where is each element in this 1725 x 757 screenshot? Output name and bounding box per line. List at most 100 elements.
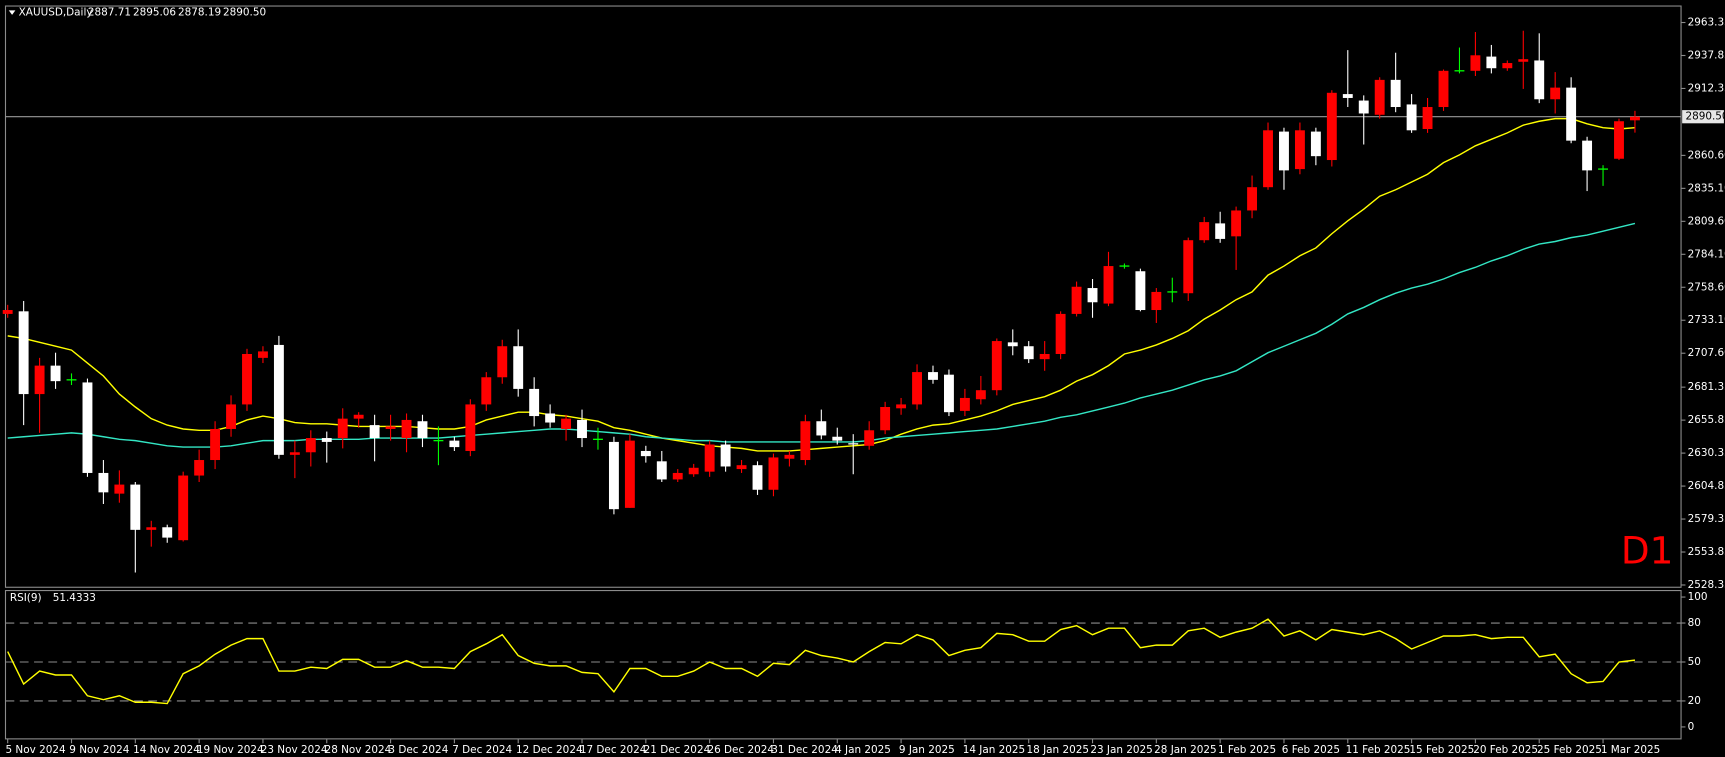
candle-body	[912, 372, 922, 405]
candle-body	[1294, 130, 1305, 170]
bid-label: 2890.50	[1685, 111, 1725, 123]
x-tick-label: 26 Dec 2024	[707, 744, 774, 756]
x-tick-label: 6 Feb 2025	[1282, 744, 1340, 756]
candle-body	[944, 374, 954, 413]
candle-body	[1103, 266, 1114, 304]
candle-body	[1358, 100, 1369, 114]
candle-body	[82, 382, 93, 473]
candle-body	[640, 450, 651, 457]
candle-body	[194, 460, 205, 476]
candle-body	[800, 421, 811, 461]
candle-body	[1390, 79, 1401, 108]
y-tick-label: 2937.85	[1688, 49, 1725, 61]
candle-body	[1422, 107, 1433, 130]
candle-body	[114, 484, 125, 494]
candle-body	[816, 421, 827, 436]
candle-body	[975, 390, 986, 400]
candle-body	[178, 475, 189, 541]
candle-body	[305, 438, 316, 453]
y-tick-label: 2733.10	[1688, 314, 1725, 326]
candle-body	[577, 419, 587, 439]
x-tick-label: 5 Nov 2024	[5, 744, 65, 756]
candle-body	[529, 388, 540, 417]
candle-body	[1582, 140, 1593, 171]
candle-body	[880, 407, 891, 431]
candle-body	[130, 484, 141, 530]
y-tick-label: 2553.85	[1688, 546, 1725, 558]
rsi-tick-label: 80	[1688, 617, 1701, 629]
y-tick-label: 2579.35	[1688, 513, 1725, 525]
x-tick-label: 12 Dec 2024	[516, 744, 583, 756]
candle-body	[449, 440, 460, 448]
y-tick-label: 2912.35	[1688, 82, 1725, 94]
candle-body	[273, 344, 284, 455]
y-tick-label: 2630.35	[1688, 447, 1725, 459]
x-tick-label: 31 Dec 2024	[771, 744, 838, 756]
candle-body	[928, 372, 938, 380]
candle-body	[1135, 271, 1146, 311]
candle-body	[1486, 56, 1497, 69]
candle-body	[1183, 240, 1194, 294]
candle-body	[545, 413, 556, 423]
header-price: 2878.19	[178, 7, 221, 19]
candle-body	[832, 436, 843, 441]
candle-body	[561, 418, 572, 429]
candle-body	[497, 346, 508, 378]
candle-body	[18, 311, 29, 395]
menu-arrow[interactable]	[8, 10, 16, 15]
candle-body	[624, 440, 635, 508]
candle-body	[1550, 87, 1561, 100]
candle-body	[784, 454, 795, 459]
candle-body	[991, 341, 1002, 391]
candle-body	[672, 472, 683, 480]
candle-body	[353, 414, 364, 419]
x-tick-label: 28 Nov 2024	[325, 744, 392, 756]
candle-body	[1279, 131, 1289, 171]
rsi-tick-label: 20	[1688, 695, 1701, 707]
candle-body	[401, 419, 412, 439]
y-tick-label: 2604.85	[1688, 480, 1725, 492]
price-panel	[4, 5, 1682, 588]
candle-body	[321, 438, 332, 442]
candle-body	[1374, 79, 1385, 115]
candle-body	[736, 465, 747, 470]
y-tick-label: 2528.35	[1688, 579, 1725, 591]
x-tick-label: 23 Nov 2024	[261, 744, 328, 756]
x-tick-label: 15 Feb 2025	[1409, 744, 1474, 756]
header-price: 2887.71	[88, 7, 131, 19]
x-tick-label: 21 Dec 2024	[644, 744, 711, 756]
candle-body	[1518, 59, 1529, 62]
candle-body	[1247, 187, 1258, 211]
y-tick-label: 2809.60	[1688, 215, 1725, 227]
candle-body	[1310, 131, 1321, 157]
candle-body	[226, 404, 236, 429]
y-tick-label: 2707.60	[1688, 347, 1725, 359]
header-price: 2890.50	[223, 7, 266, 19]
y-tick-label: 2758.60	[1688, 281, 1725, 293]
candle-body	[1502, 63, 1513, 69]
indicator-line	[7, 618, 1636, 705]
candle-body	[258, 351, 268, 358]
x-tick-label: 18 Jan 2025	[1027, 744, 1089, 756]
timeframe-badge: D1	[1621, 529, 1674, 573]
candle-body	[210, 428, 221, 461]
candle-body	[385, 426, 396, 429]
candle-body	[1263, 130, 1273, 188]
candle-body	[1534, 60, 1545, 100]
candle-body	[1087, 288, 1098, 303]
candle-body	[1007, 342, 1018, 347]
candle-body	[481, 377, 492, 405]
candle-body	[465, 404, 476, 451]
candle-body	[1151, 291, 1162, 311]
candle-body	[146, 527, 157, 530]
candle-body	[959, 397, 970, 411]
candle-body	[1566, 87, 1577, 141]
x-tick-label: 23 Jan 2025	[1090, 744, 1152, 756]
candle-body	[864, 430, 875, 446]
candle-body	[98, 472, 109, 493]
bid-label-box	[1682, 110, 1724, 124]
candle-body	[34, 365, 45, 395]
candle-body	[848, 443, 859, 445]
symbol-title: XAUUSD,Daily	[19, 7, 93, 19]
x-tick-label: 9 Jan 2025	[899, 744, 955, 756]
